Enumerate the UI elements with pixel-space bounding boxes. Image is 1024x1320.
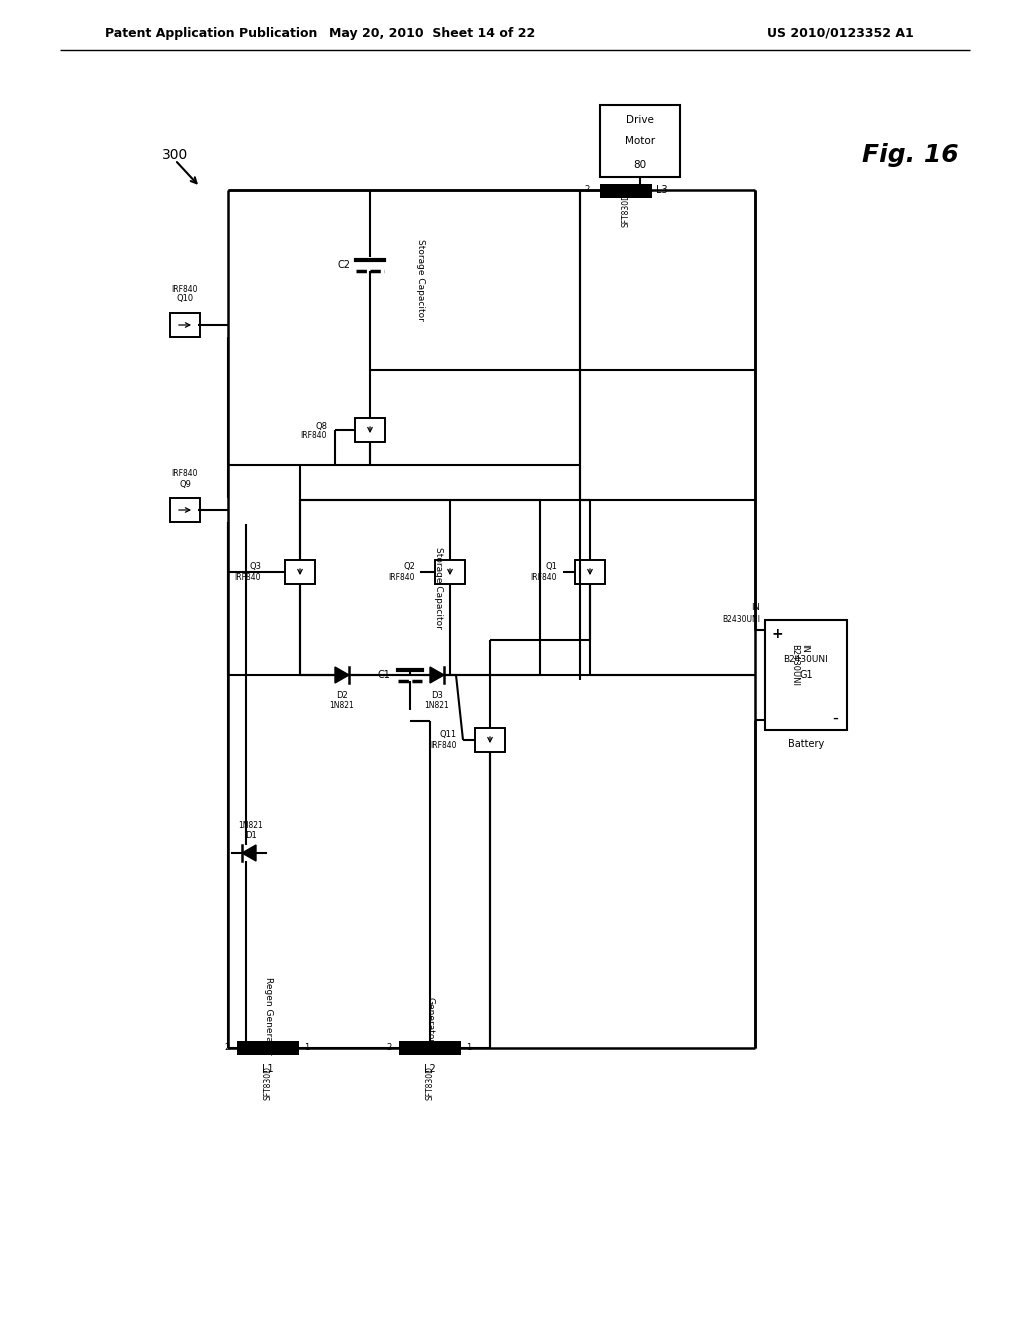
- Text: 1N821: 1N821: [425, 701, 450, 710]
- Text: 1N821: 1N821: [239, 821, 263, 829]
- Text: US 2010/0123352 A1: US 2010/0123352 A1: [767, 26, 913, 40]
- Text: -: -: [833, 709, 838, 727]
- Text: 80: 80: [634, 160, 646, 170]
- Text: Storage Capacitor: Storage Capacitor: [433, 546, 442, 628]
- Bar: [300, 500, 540, 675]
- Text: C1: C1: [377, 671, 390, 680]
- Text: IRF840: IRF840: [234, 573, 261, 582]
- Polygon shape: [242, 845, 256, 861]
- Text: IRF840: IRF840: [300, 432, 327, 441]
- Text: IRF840: IRF840: [172, 470, 199, 479]
- Text: G1: G1: [799, 671, 813, 680]
- Text: IN
B2430UNI: IN B2430UNI: [790, 644, 809, 686]
- Bar: [399, 1041, 461, 1055]
- Text: Generator: Generator: [426, 997, 434, 1043]
- Text: 300: 300: [162, 148, 188, 162]
- Text: Q10: Q10: [176, 294, 194, 304]
- Text: Motor: Motor: [625, 136, 655, 147]
- Text: Storage Capacitor: Storage Capacitor: [416, 239, 425, 321]
- Text: D2: D2: [336, 690, 348, 700]
- Text: 2: 2: [387, 1044, 392, 1052]
- Polygon shape: [335, 667, 349, 682]
- Text: Q9: Q9: [179, 479, 190, 488]
- Text: Q2: Q2: [403, 562, 415, 572]
- Text: D3: D3: [431, 690, 443, 700]
- Text: SFT830D: SFT830D: [426, 1067, 434, 1100]
- Text: 2: 2: [585, 186, 590, 194]
- Text: May 20, 2010  Sheet 14 of 22: May 20, 2010 Sheet 14 of 22: [329, 26, 536, 40]
- Bar: [600, 106, 680, 177]
- Text: D1: D1: [245, 830, 257, 840]
- Bar: [575, 560, 605, 583]
- Polygon shape: [430, 667, 444, 682]
- Bar: [355, 418, 385, 442]
- Bar: [170, 313, 200, 337]
- Text: Fig. 16: Fig. 16: [861, 143, 958, 168]
- Text: SFT830D: SFT830D: [622, 193, 631, 227]
- Text: Q11: Q11: [440, 730, 457, 739]
- Text: 1N821: 1N821: [330, 701, 354, 710]
- Bar: [765, 620, 847, 730]
- Text: Q3: Q3: [249, 562, 261, 572]
- Text: +: +: [771, 627, 782, 642]
- Bar: [435, 560, 465, 583]
- Text: Battery: Battery: [787, 739, 824, 748]
- Bar: [285, 560, 315, 583]
- Bar: [600, 183, 652, 198]
- Text: IRF840: IRF840: [530, 573, 557, 582]
- Text: C2: C2: [337, 260, 350, 271]
- Text: 1: 1: [304, 1044, 309, 1052]
- Text: 2: 2: [224, 1044, 230, 1052]
- Text: IRF840: IRF840: [388, 573, 415, 582]
- Text: IN: IN: [752, 603, 760, 612]
- Bar: [237, 1041, 299, 1055]
- Text: Regen Generator: Regen Generator: [263, 977, 272, 1055]
- Text: L2: L2: [424, 1064, 436, 1074]
- Text: B2430UNI: B2430UNI: [722, 615, 760, 624]
- Text: L1: L1: [262, 1064, 273, 1074]
- Text: Drive: Drive: [626, 115, 654, 125]
- Bar: [475, 729, 505, 752]
- Text: 1: 1: [466, 1044, 471, 1052]
- Text: Q1: Q1: [545, 562, 557, 572]
- Text: IRF840: IRF840: [172, 285, 199, 293]
- Bar: [170, 498, 200, 521]
- Text: SFT830D: SFT830D: [263, 1067, 272, 1100]
- Text: IRF840: IRF840: [430, 742, 457, 751]
- Text: B2430UNI: B2430UNI: [783, 655, 828, 664]
- Text: L3: L3: [656, 185, 668, 195]
- Text: Q8: Q8: [315, 421, 327, 430]
- Text: Patent Application Publication: Patent Application Publication: [105, 26, 317, 40]
